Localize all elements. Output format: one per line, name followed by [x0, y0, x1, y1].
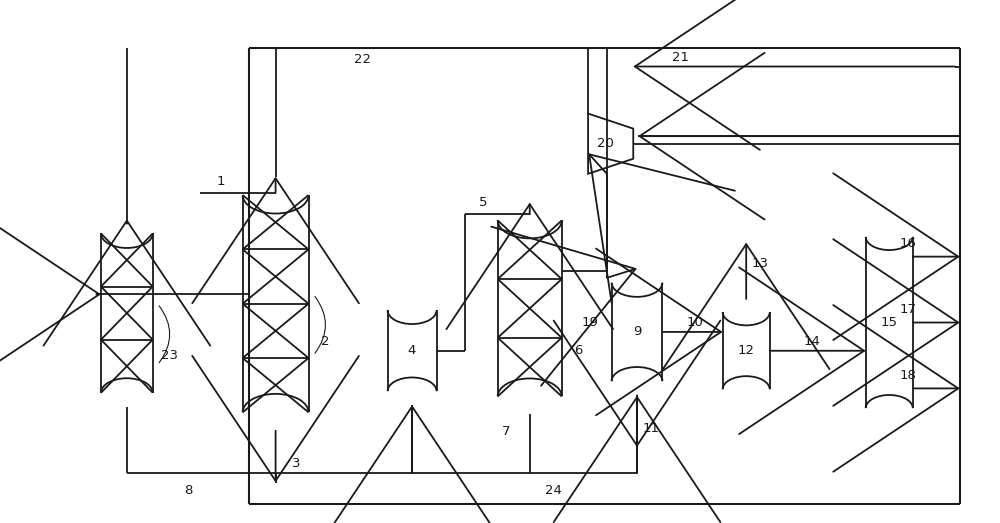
- Text: 7: 7: [502, 425, 510, 438]
- Text: 16: 16: [900, 237, 917, 250]
- Text: 19: 19: [582, 316, 598, 329]
- Text: 3: 3: [292, 457, 301, 470]
- Text: 11: 11: [643, 422, 660, 435]
- Text: 9: 9: [633, 325, 641, 338]
- Text: 15: 15: [881, 316, 898, 329]
- Text: 2: 2: [321, 335, 330, 348]
- Text: 5: 5: [479, 196, 488, 209]
- Text: 21: 21: [672, 51, 689, 64]
- Text: 12: 12: [738, 344, 755, 357]
- Text: 1: 1: [217, 175, 225, 188]
- Text: 18: 18: [900, 369, 917, 382]
- Text: 22: 22: [354, 53, 371, 66]
- Text: 24: 24: [545, 484, 562, 496]
- Text: 8: 8: [184, 484, 192, 496]
- Text: 10: 10: [687, 316, 704, 329]
- Text: 13: 13: [752, 257, 769, 270]
- Text: 4: 4: [408, 344, 416, 357]
- Text: 14: 14: [804, 335, 821, 348]
- Text: 23: 23: [161, 349, 178, 362]
- Text: 17: 17: [900, 303, 917, 316]
- Text: 20: 20: [597, 137, 613, 150]
- Text: 6: 6: [574, 344, 583, 357]
